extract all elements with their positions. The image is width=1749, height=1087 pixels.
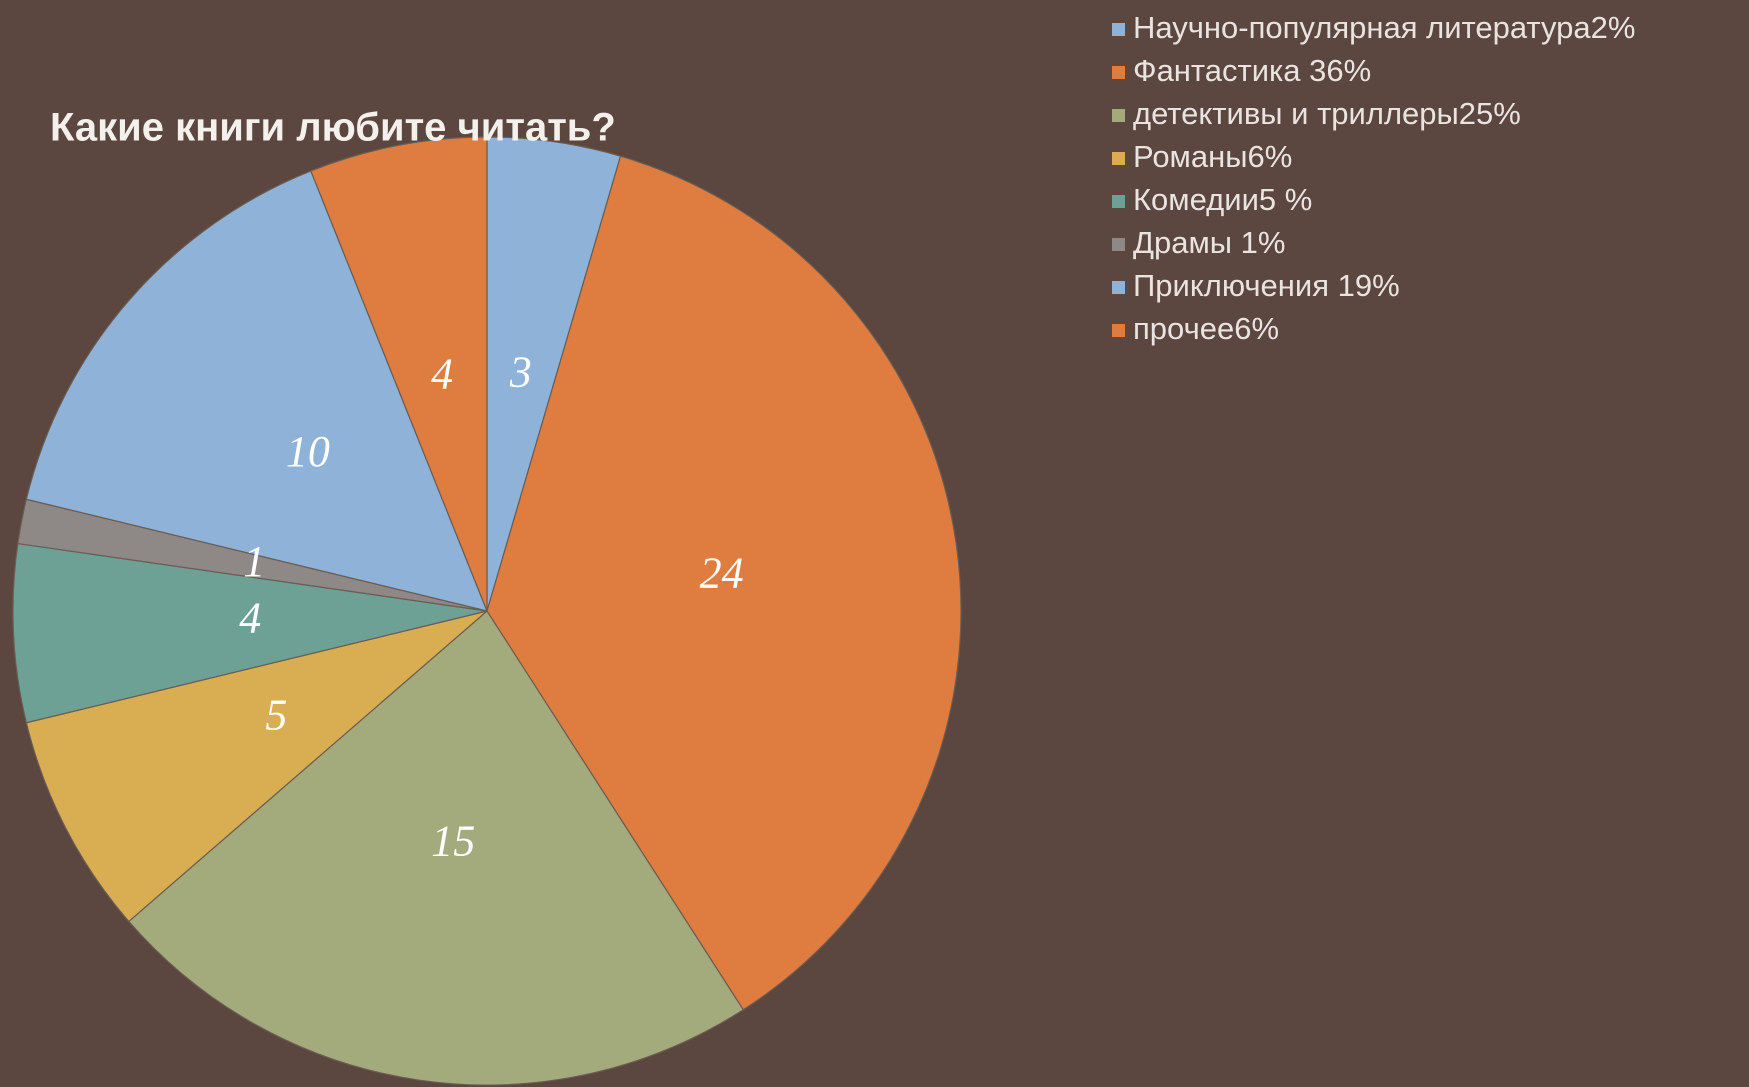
- legend-label: Фантастика 36%: [1133, 53, 1371, 88]
- pie-slice: [127, 610, 745, 1086]
- legend-label: Романы6%: [1133, 139, 1292, 174]
- data-label: 10: [286, 427, 330, 476]
- pie-slice: [310, 136, 488, 612]
- legend-swatch: [1112, 66, 1125, 79]
- data-label: 24: [700, 548, 744, 597]
- legend-swatch: [1112, 152, 1125, 165]
- data-label: 4: [239, 593, 261, 642]
- data-label: 4: [431, 349, 453, 398]
- legend-label: Драмы 1%: [1133, 225, 1286, 260]
- legend-label: Приключения 19%: [1133, 268, 1400, 303]
- legend-label: Научно-популярная литература2%: [1133, 10, 1635, 45]
- legend-swatch: [1112, 324, 1125, 337]
- pie-slice: [12, 542, 488, 724]
- pie-slice: [486, 155, 962, 1011]
- pie-slice: [25, 170, 488, 612]
- legend-swatch: [1112, 281, 1125, 294]
- legend-swatch: [1112, 238, 1125, 251]
- data-label: 1: [243, 537, 265, 586]
- legend-label: детективы и триллеры25%: [1133, 96, 1521, 131]
- legend-swatch: [1112, 195, 1125, 208]
- data-label: 3: [509, 348, 532, 397]
- legend-swatch: [1112, 23, 1125, 36]
- legend-label: прочее6%: [1133, 311, 1279, 346]
- chart-title: Какие книги любите читать?: [50, 106, 616, 150]
- pie-slice: [25, 610, 488, 923]
- legend-swatch: [1112, 109, 1125, 122]
- legend-label: Комедии5 %: [1133, 182, 1312, 217]
- data-label: 15: [431, 817, 475, 866]
- data-label: 5: [265, 691, 287, 740]
